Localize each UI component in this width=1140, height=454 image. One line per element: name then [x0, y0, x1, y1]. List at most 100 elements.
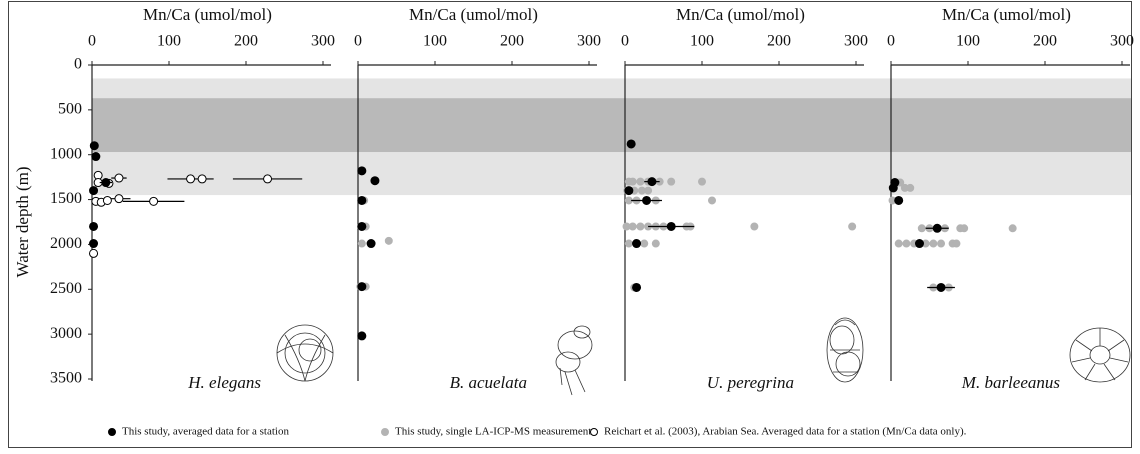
data-point [906, 183, 915, 192]
data-point [357, 221, 367, 231]
data-point [357, 331, 367, 341]
data-point [357, 195, 367, 205]
depth-band [92, 98, 358, 153]
depth-band [358, 98, 625, 153]
data-point [263, 174, 273, 184]
data-point [628, 222, 637, 231]
panel-title: Mn/Ca (umol/mol) [942, 5, 1071, 24]
species-name: U. peregrina [707, 373, 794, 392]
data-point [366, 239, 376, 249]
data-point [101, 178, 111, 188]
illustration-u-peregrina [826, 317, 864, 383]
data-point [894, 195, 904, 205]
data-point [914, 239, 924, 249]
panel-title: Mn/Ca (umol/mol) [143, 5, 272, 24]
legend-label: This study, single LA-ICP-MS measurement [395, 426, 591, 438]
data-point [642, 195, 652, 205]
y-tick-label: 0 [74, 56, 82, 73]
data-point [666, 221, 676, 231]
data-point [89, 239, 99, 249]
x-tick-label: 200 [767, 33, 791, 50]
y-axis-label: Water depth (m) [13, 167, 32, 278]
data-point [89, 248, 99, 258]
x-tick-label: 0 [354, 33, 362, 50]
illustration-h-elegans [276, 324, 334, 382]
data-point [888, 183, 898, 193]
data-point [89, 141, 99, 151]
data-point [91, 152, 101, 162]
data-point [357, 282, 367, 292]
data-point [937, 239, 946, 248]
illustration-m-barleeanus [1069, 327, 1131, 383]
data-point [932, 223, 942, 233]
data-point [636, 177, 645, 186]
data-point [149, 196, 159, 206]
data-point [902, 239, 911, 248]
data-point [1008, 224, 1017, 233]
data-point [698, 177, 706, 186]
x-tick-label: 200 [1033, 33, 1057, 50]
species-name: M. barleeanus [961, 373, 1061, 392]
data-point [114, 173, 124, 183]
y-tick-label: 3000 [50, 325, 82, 342]
data-point [894, 239, 903, 248]
data-point [186, 174, 196, 184]
data-point [624, 186, 634, 196]
legend-marker [108, 428, 116, 436]
x-tick-label: 300 [311, 33, 335, 50]
frame [8, 1, 1132, 448]
x-tick-label: 100 [690, 33, 714, 50]
x-tick-label: 300 [1110, 33, 1134, 50]
y-tick-label: 1000 [50, 145, 82, 162]
legend-marker [381, 428, 389, 436]
species-name: H. elegans [187, 373, 261, 392]
species-name: B. acuelata [450, 373, 527, 392]
data-point [102, 195, 112, 205]
data-point [632, 282, 642, 292]
data-point [89, 186, 99, 196]
x-tick-label: 0 [887, 33, 895, 50]
data-point [370, 176, 380, 186]
data-point [952, 239, 961, 248]
data-point [917, 224, 926, 233]
x-tick-label: 100 [423, 33, 447, 50]
data-point [960, 224, 969, 233]
data-point [848, 222, 857, 231]
data-point [644, 186, 653, 195]
data-point [647, 177, 657, 187]
x-tick-label: 200 [500, 33, 524, 50]
x-tick-label: 300 [577, 33, 601, 50]
depth-band [625, 98, 891, 153]
illustration-b-aculeata [555, 325, 593, 396]
x-tick-label: 0 [621, 33, 629, 50]
data-point [651, 239, 660, 248]
panel-title: Mn/Ca (umol/mol) [676, 5, 805, 24]
data-point [114, 194, 124, 204]
legend-label: This study, averaged data for a station [122, 426, 289, 438]
y-tick-label: 2500 [50, 280, 82, 297]
y-tick-label: 2000 [50, 235, 82, 252]
legend-marker [590, 428, 598, 436]
data-point [357, 166, 367, 176]
panel-title: Mn/Ca (umol/mol) [409, 5, 538, 24]
data-point [750, 222, 759, 231]
data-point [384, 236, 393, 245]
data-point [640, 239, 649, 248]
x-tick-label: 300 [844, 33, 868, 50]
legend-label: Reichart et al. (2003), Arabian Sea. Ave… [604, 426, 967, 438]
x-tick-label: 100 [956, 33, 980, 50]
data-point [936, 282, 946, 292]
data-point [357, 239, 366, 248]
x-tick-label: 200 [234, 33, 258, 50]
data-point [708, 196, 717, 205]
y-tick-label: 1500 [50, 190, 82, 207]
x-tick-label: 100 [157, 33, 181, 50]
y-tick-label: 500 [58, 101, 82, 118]
data-point [929, 239, 938, 248]
data-point [667, 177, 676, 186]
data-point [624, 239, 633, 248]
x-tick-label: 0 [88, 33, 96, 50]
data-point [628, 177, 637, 186]
